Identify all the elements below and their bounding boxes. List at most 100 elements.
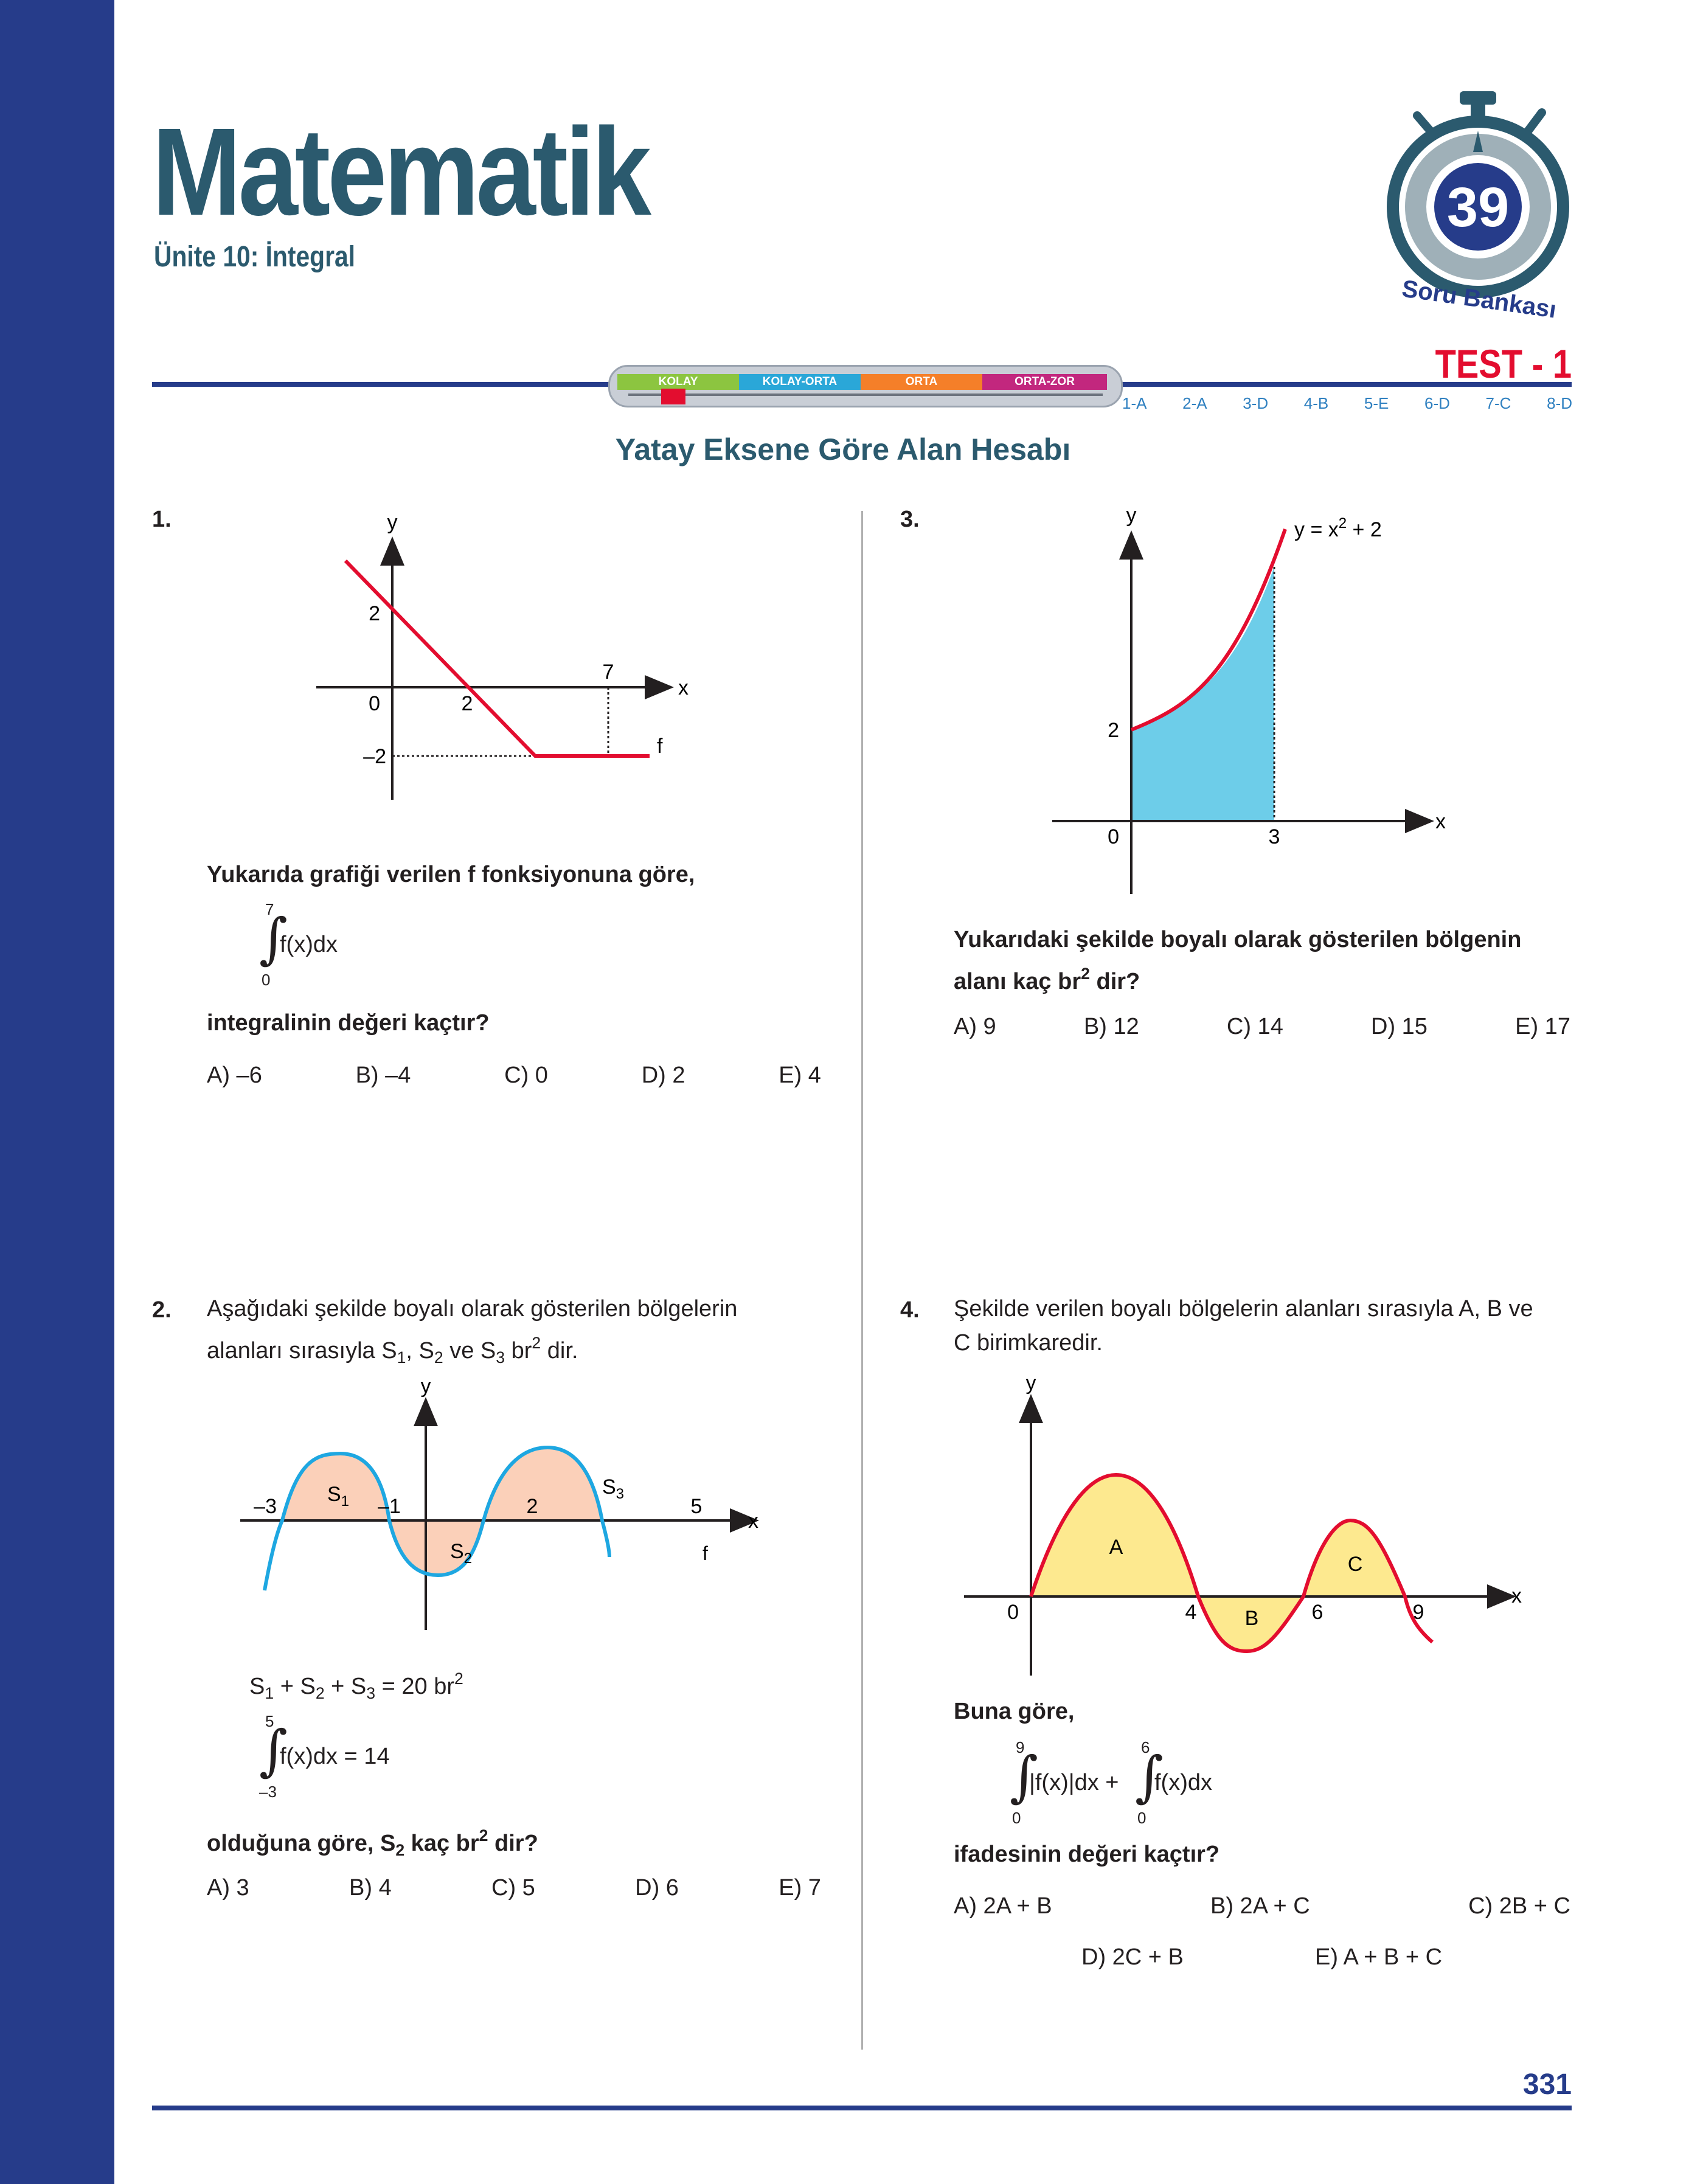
option-b[interactable]: B) 4 — [349, 1875, 392, 1901]
option-c[interactable]: C) 2B + C — [1468, 1893, 1570, 1919]
option-e[interactable]: E) 17 — [1515, 1014, 1570, 1039]
option-d[interactable]: D) 6 — [635, 1875, 679, 1901]
svg-text:y = x2 + 2: y = x2 + 2 — [1294, 515, 1382, 541]
question-3-options: A) 9 B) 12 C) 14 D) 15 E) 17 — [954, 1014, 1570, 1040]
option-d[interactable]: D) 15 — [1371, 1014, 1428, 1039]
question-2-text-line2: alanları sırasıyla S1, S2 ve S3 br2 dir. — [207, 1334, 578, 1367]
answer-key-item: 1-A — [1122, 394, 1147, 412]
svg-text:0: 0 — [369, 692, 380, 715]
svg-text:y: y — [1026, 1375, 1036, 1395]
svg-text:0: 0 — [1007, 1601, 1019, 1624]
option-b[interactable]: B) 12 — [1083, 1014, 1139, 1039]
question-4-text-line1: Şekilde verilen boyalı bölgelerin alanla… — [954, 1296, 1533, 1322]
svg-text:0: 0 — [1108, 825, 1119, 848]
question-2-options: A) 3 B) 4 C) 5 D) 6 E) 7 — [207, 1875, 821, 1901]
svg-text:6: 6 — [1312, 1601, 1323, 1624]
question-2-text-line1: Aşağıdaki şekilde boyalı olarak gösteril… — [207, 1296, 738, 1322]
test-label: TEST - 1 — [1435, 341, 1572, 386]
answer-key-item: 6-D — [1424, 394, 1450, 412]
question-2-graph: y x –3 –1 2 5 f S1 S2 S3 — [240, 1375, 759, 1630]
answer-key-item: 3-D — [1243, 394, 1269, 412]
difficulty-kolay-orta: KOLAY-ORTA — [739, 374, 861, 390]
svg-text:–1: –1 — [378, 1495, 401, 1518]
svg-text:f: f — [702, 1542, 708, 1564]
question-3-prompt-line1: Yukarıdaki şekilde boyalı olarak gösteri… — [954, 927, 1522, 952]
question-1-question: integralinin değeri kaçtır? — [207, 1010, 490, 1036]
option-e[interactable]: E) 7 — [779, 1875, 821, 1901]
question-1-graph: y x 2 0 2 7 –2 f — [316, 511, 689, 800]
column-divider — [861, 511, 863, 2050]
option-c[interactable]: C) 14 — [1226, 1014, 1283, 1039]
option-d[interactable]: D) 2 — [641, 1063, 685, 1088]
question-4-integral-2: 6 ∫ 0 f(x)dx — [1135, 1738, 1212, 1827]
option-e[interactable]: E) A + B + C — [1315, 1944, 1443, 1970]
option-c[interactable]: C) 0 — [504, 1063, 548, 1088]
unit-subtitle: Ünite 10: İntegral — [154, 241, 356, 273]
question-2-sum: S1 + S2 + S3 = 20 br2 — [249, 1669, 463, 1702]
option-b[interactable]: B) –4 — [355, 1063, 411, 1088]
badge-number: 39 — [1447, 176, 1509, 238]
question-3-number: 3. — [900, 507, 920, 532]
question-2-integral: 5 ∫ –3 f(x)dx = 14 — [259, 1712, 390, 1801]
answer-key-item: 7-C — [1485, 394, 1511, 412]
svg-text:A: A — [1109, 1536, 1123, 1559]
svg-text:3: 3 — [1269, 825, 1280, 848]
svg-text:S3: S3 — [602, 1475, 624, 1502]
footer-rule — [152, 2106, 1572, 2110]
topic-heading: Yatay Eksene Göre Alan Hesabı — [615, 432, 1071, 466]
question-4-number: 4. — [900, 1297, 920, 1323]
question-4-text-line2: C birimkaredir. — [954, 1330, 1103, 1356]
question-4-integral-1: 9 ∫ 0 |f(x)|dx + — [1010, 1738, 1119, 1827]
left-sidebar-band — [0, 0, 114, 2184]
svg-text:B: B — [1245, 1607, 1259, 1630]
svg-text:f: f — [657, 735, 663, 758]
option-a[interactable]: A) 3 — [207, 1875, 249, 1901]
question-3-graph: y x 2 0 3 y = x2 + 2 — [1052, 505, 1446, 894]
question-1-options: A) –6 B) –4 C) 0 D) 2 E) 4 — [207, 1063, 821, 1089]
option-a[interactable]: A) 2A + B — [954, 1893, 1052, 1919]
svg-text:C: C — [1348, 1553, 1363, 1576]
svg-text:4: 4 — [1185, 1601, 1197, 1624]
question-2-question: olduğuna göre, S2 kaç br2 dir? — [207, 1826, 538, 1859]
difficulty-bar: KOLAY KOLAY-ORTA ORTA ORTA-ZOR — [608, 365, 1123, 407]
option-a[interactable]: A) –6 — [207, 1063, 262, 1088]
header-rule-right — [1113, 382, 1572, 387]
header-rule-left — [152, 382, 614, 387]
svg-text:2: 2 — [527, 1495, 538, 1518]
stopwatch-badge-icon: 39 Soru Bankası — [1387, 91, 1569, 322]
svg-text:–3: –3 — [254, 1495, 277, 1518]
difficulty-track — [628, 393, 1103, 396]
question-1-number: 1. — [152, 507, 172, 532]
answer-key-item: 4-B — [1303, 394, 1329, 412]
difficulty-orta-zor: ORTA-ZOR — [982, 374, 1107, 390]
option-d[interactable]: D) 2C + B — [1081, 1944, 1184, 1970]
option-c[interactable]: C) 5 — [491, 1875, 535, 1901]
question-4-options-row1: A) 2A + B B) 2A + C C) 2B + C — [954, 1893, 1570, 1919]
svg-text:7: 7 — [603, 660, 614, 684]
answer-key-item: 8-D — [1547, 394, 1572, 412]
answer-key: 1-A 2-A 3-D 4-B 5-E 6-D 7-C 8-D — [1122, 394, 1572, 413]
option-e[interactable]: E) 4 — [779, 1063, 821, 1088]
question-2-number: 2. — [152, 1297, 172, 1323]
question-1-prompt: Yukarıda grafiği verilen f fonksiyonuna … — [207, 862, 695, 887]
svg-text:–2: –2 — [363, 745, 386, 768]
answer-key-item: 2-A — [1182, 394, 1207, 412]
question-4-graph: y x 0 4 6 9 A B C — [964, 1375, 1522, 1676]
svg-text:y: y — [387, 511, 398, 534]
svg-text:y: y — [1126, 505, 1137, 527]
difficulty-kolay: KOLAY — [617, 374, 739, 390]
svg-text:5: 5 — [691, 1495, 702, 1518]
svg-text:S2: S2 — [450, 1540, 472, 1567]
difficulty-marker — [661, 389, 685, 404]
svg-text:x: x — [1511, 1584, 1522, 1607]
svg-text:2: 2 — [369, 602, 380, 625]
question-3-prompt-line2: alanı kaç br2 dir? — [954, 965, 1140, 994]
question-1-integral: 7 ∫ 0 f(x)dx — [259, 900, 338, 989]
difficulty-orta: ORTA — [861, 374, 982, 390]
question-4-prompt: Buna göre, — [954, 1699, 1075, 1724]
option-a[interactable]: A) 9 — [954, 1014, 996, 1039]
option-b[interactable]: B) 2A + C — [1210, 1893, 1310, 1919]
question-4-question: ifadesinin değeri kaçtır? — [954, 1842, 1220, 1867]
answer-key-item: 5-E — [1364, 394, 1389, 412]
svg-text:2: 2 — [1108, 719, 1119, 742]
